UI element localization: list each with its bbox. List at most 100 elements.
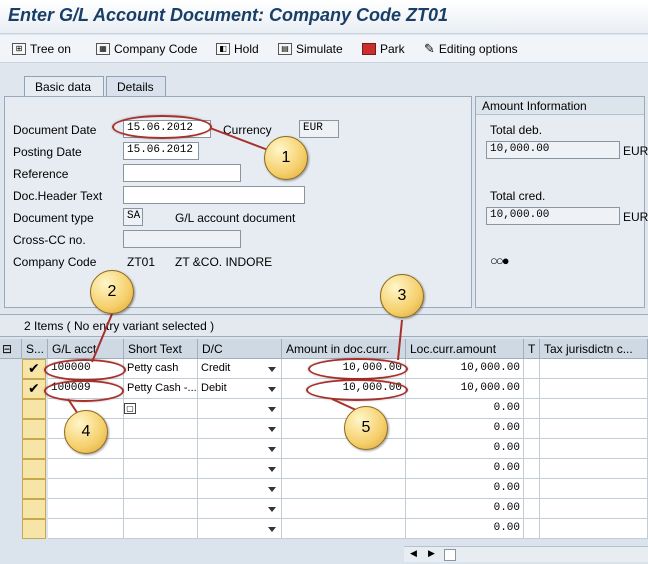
editing-options-button[interactable]: ✎ Editing options <box>424 41 518 56</box>
row-selector[interactable] <box>22 459 46 479</box>
tab-details[interactable]: Details <box>106 76 166 96</box>
cell-debit-credit[interactable]: Credit <box>198 359 282 379</box>
row-selector[interactable] <box>22 439 46 459</box>
column-header-local-amount[interactable]: Loc.curr.amount <box>406 339 524 359</box>
column-header-tax[interactable]: T <box>524 339 540 359</box>
cell-local-amount[interactable]: 0.00 <box>406 439 524 459</box>
dropdown-arrow-icon[interactable] <box>268 427 276 432</box>
dropdown-arrow-icon[interactable] <box>268 447 276 452</box>
cell-gl-account[interactable] <box>48 519 124 539</box>
cell-short-text[interactable] <box>124 399 198 419</box>
cell-debit-credit[interactable]: Debit <box>198 379 282 399</box>
cell-short-text[interactable] <box>124 459 198 479</box>
column-header-tax-jurisdiction[interactable]: Tax jurisdictn c... <box>540 339 648 359</box>
cell-short-text[interactable] <box>124 499 198 519</box>
cell-tax[interactable] <box>524 359 540 379</box>
cross-cc-field[interactable] <box>123 230 241 248</box>
park-icon <box>362 43 376 55</box>
cell-tax[interactable] <box>524 479 540 499</box>
cell-local-amount[interactable]: 0.00 <box>406 519 524 539</box>
reference-field[interactable] <box>123 164 241 182</box>
cell-local-amount[interactable]: 0.00 <box>406 419 524 439</box>
company-code-button[interactable]: ▦ Company Code <box>96 40 197 58</box>
doc-header-text-label: Doc.Header Text <box>13 189 103 203</box>
simulate-button[interactable]: ▤ Simulate <box>278 40 343 58</box>
total-debit-field[interactable]: 10,000.00 <box>486 141 620 159</box>
cell-debit-credit[interactable] <box>198 419 282 439</box>
cell-short-text[interactable] <box>124 439 198 459</box>
scroll-left-icon[interactable]: ◀ <box>410 548 417 558</box>
checkmark-icon: ✔ <box>28 380 40 396</box>
dropdown-arrow-icon[interactable] <box>268 387 276 392</box>
items-summary: 2 Items ( No entry variant selected ) <box>0 315 648 337</box>
row-selector[interactable] <box>22 479 46 499</box>
cell-debit-credit[interactable] <box>198 439 282 459</box>
dropdown-arrow-icon[interactable] <box>268 507 276 512</box>
dropdown-arrow-icon[interactable] <box>268 487 276 492</box>
document-type-field[interactable]: SA <box>123 208 143 226</box>
cell-tax[interactable] <box>524 399 540 419</box>
row-selector[interactable] <box>22 499 46 519</box>
scroll-right-icon[interactable]: ▶ <box>428 548 435 558</box>
doc-header-text-field[interactable] <box>123 186 305 204</box>
cell-tax[interactable] <box>524 379 540 399</box>
scroll-thumb[interactable] <box>444 549 456 561</box>
cell-tax[interactable] <box>524 459 540 479</box>
cell-short-text[interactable] <box>124 479 198 499</box>
row-selector[interactable] <box>22 419 46 439</box>
column-header-short-text[interactable]: Short Text <box>124 339 198 359</box>
cell-local-amount[interactable]: 0.00 <box>406 399 524 419</box>
cell-debit-credit[interactable] <box>198 459 282 479</box>
row-selector[interactable] <box>22 399 46 419</box>
posting-date-field[interactable]: 15.06.2012 <box>123 142 199 160</box>
simulate-icon: ▤ <box>278 43 292 55</box>
column-header-status[interactable]: S... <box>22 339 48 359</box>
horizontal-scrollbar[interactable]: ◀ ▶ <box>404 546 648 562</box>
company-code-label: Company Code <box>13 255 97 269</box>
cell-local-amount[interactable]: 10,000.00 <box>406 379 524 399</box>
cell-tax[interactable] <box>524 519 540 539</box>
cell-debit-credit[interactable] <box>198 519 282 539</box>
park-button[interactable]: Park <box>362 40 405 58</box>
cell-local-amount[interactable]: 10,000.00 <box>406 359 524 379</box>
cell-short-text[interactable] <box>124 419 198 439</box>
tab-basic-data[interactable]: Basic data <box>24 76 104 96</box>
currency-field[interactable]: EUR <box>299 120 339 138</box>
dropdown-arrow-icon[interactable] <box>268 407 276 412</box>
cell-tax[interactable] <box>524 419 540 439</box>
value-help-icon[interactable]: ▢ <box>124 403 136 414</box>
cell-amount-doc[interactable] <box>282 499 406 519</box>
cell-gl-account[interactable] <box>48 499 124 519</box>
cell-short-text[interactable]: Petty Cash -... <box>124 379 198 399</box>
cell-local-amount[interactable]: 0.00 <box>406 459 524 479</box>
table-settings-icon[interactable]: ⊟ <box>0 339 22 359</box>
total-credit-field[interactable]: 10,000.00 <box>486 207 620 225</box>
dropdown-arrow-icon[interactable] <box>268 467 276 472</box>
cell-debit-credit[interactable] <box>198 479 282 499</box>
cell-local-amount[interactable]: 0.00 <box>406 499 524 519</box>
cell-amount-doc[interactable] <box>282 479 406 499</box>
tree-on-button[interactable]: ⊞ Tree on <box>12 40 71 58</box>
dropdown-arrow-icon[interactable] <box>268 367 276 372</box>
hold-button[interactable]: ◧ Hold <box>216 40 259 58</box>
cell-short-text[interactable] <box>124 519 198 539</box>
cell-debit-credit[interactable] <box>198 499 282 519</box>
total-debit-currency: EUR <box>623 144 648 158</box>
cell-amount-doc[interactable] <box>282 519 406 539</box>
cell-tax[interactable] <box>524 439 540 459</box>
cell-tax[interactable] <box>524 499 540 519</box>
cell-gl-account[interactable] <box>48 459 124 479</box>
column-header-dc[interactable]: D/C <box>198 339 282 359</box>
cell-debit-credit[interactable] <box>198 399 282 419</box>
cell-local-amount[interactable]: 0.00 <box>406 479 524 499</box>
dropdown-arrow-icon[interactable] <box>268 527 276 532</box>
window-title: Enter G/L Account Document: Company Code… <box>8 5 449 25</box>
column-header-gl-account[interactable]: G/L acct <box>48 339 124 359</box>
highlight-gl-account-2 <box>44 380 124 402</box>
cell-gl-account[interactable] <box>48 479 124 499</box>
cell-short-text[interactable]: Petty cash <box>124 359 198 379</box>
row-selector[interactable] <box>22 519 46 539</box>
column-header-amount-doc[interactable]: Amount in doc.curr. <box>282 339 406 359</box>
cell-amount-doc[interactable] <box>282 459 406 479</box>
hold-icon: ◧ <box>216 43 230 55</box>
